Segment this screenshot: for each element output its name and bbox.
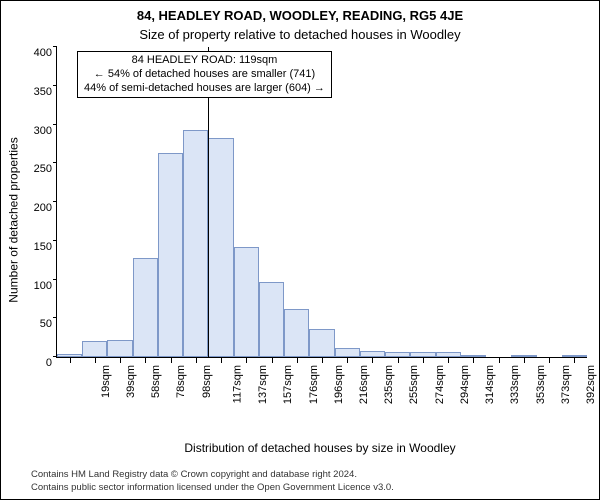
x-tick-mark <box>221 358 222 363</box>
x-tick-mark <box>524 358 525 363</box>
annotation-line3: 44% of semi-detached houses are larger (… <box>84 82 325 96</box>
x-tick-label: 373sqm <box>560 365 572 404</box>
x-tick-label: 39sqm <box>125 365 137 398</box>
x-tick-mark <box>448 358 449 363</box>
x-tick-label: 19sqm <box>100 365 112 398</box>
x-tick-mark <box>398 358 399 363</box>
x-tick-mark <box>372 358 373 363</box>
x-tick-label: 314sqm <box>484 365 496 404</box>
x-tick-mark <box>95 358 96 363</box>
y-tick-mark <box>53 201 57 202</box>
histogram-bar <box>511 355 536 357</box>
y-tick-mark <box>53 240 57 241</box>
histogram-bar <box>360 351 385 357</box>
x-axis-label: Distribution of detached houses by size … <box>51 441 589 455</box>
x-tick-label: 196sqm <box>333 365 345 404</box>
histogram-bar <box>562 355 587 357</box>
x-tick-mark <box>574 358 575 363</box>
histogram-bar <box>436 352 461 357</box>
y-tick-label: 400 <box>17 47 52 59</box>
y-tick-mark <box>53 317 57 318</box>
y-tick-mark <box>53 85 57 86</box>
histogram-bar <box>259 282 284 357</box>
plot-area: 84 HEADLEY ROAD: 119sqm ← 54% of detache… <box>56 47 587 358</box>
x-tick-mark <box>120 358 121 363</box>
y-tick-label: 300 <box>17 125 52 137</box>
y-tick-mark <box>53 46 57 47</box>
histogram-bar <box>82 341 107 357</box>
histogram-bar <box>309 329 334 357</box>
x-tick-label: 58sqm <box>150 365 162 398</box>
x-tick-label: 216sqm <box>358 365 370 404</box>
x-tick-label: 274sqm <box>434 365 446 404</box>
histogram-bar <box>107 340 132 357</box>
y-tick-label: 250 <box>17 163 52 175</box>
x-tick-label: 176sqm <box>308 365 320 404</box>
x-tick-label: 78sqm <box>175 365 187 398</box>
histogram-bar <box>335 348 360 357</box>
histogram-bar <box>234 247 259 357</box>
y-axis-label: Number of detached properties <box>7 51 21 389</box>
y-tick-label: 350 <box>17 86 52 98</box>
histogram-bar <box>208 138 233 357</box>
histogram-bar <box>461 355 486 357</box>
histogram-bar <box>133 258 158 357</box>
x-tick-mark <box>473 358 474 363</box>
annotation-line1: 84 HEADLEY ROAD: 119sqm <box>84 54 325 68</box>
histogram-bar <box>385 352 410 357</box>
histogram-bar <box>284 309 309 357</box>
x-tick-mark <box>549 358 550 363</box>
y-tick-mark <box>53 162 57 163</box>
chart-title-subtitle: Size of property relative to detached ho… <box>1 27 599 42</box>
x-tick-mark <box>272 358 273 363</box>
x-tick-label: 255sqm <box>409 365 421 404</box>
x-tick-label: 117sqm <box>231 365 243 403</box>
y-tick-label: 0 <box>17 357 52 369</box>
x-tick-label: 98sqm <box>201 365 213 398</box>
x-tick-mark <box>423 358 424 363</box>
attribution-footer: Contains HM Land Registry data © Crown c… <box>31 469 589 494</box>
y-tick-mark <box>53 279 57 280</box>
x-tick-mark <box>499 358 500 363</box>
x-tick-mark <box>70 358 71 363</box>
histogram-bar <box>410 352 435 357</box>
annotation-line2: ← 54% of detached houses are smaller (74… <box>84 68 325 82</box>
x-tick-label: 235sqm <box>383 365 395 404</box>
histogram-bar <box>57 354 82 357</box>
x-tick-label: 333sqm <box>510 365 522 404</box>
x-tick-mark <box>196 358 197 363</box>
histogram-bar <box>183 130 208 357</box>
footer-line1: Contains HM Land Registry data © Crown c… <box>31 469 589 481</box>
histogram-bar <box>158 153 183 357</box>
x-tick-mark <box>246 358 247 363</box>
reference-annotation: 84 HEADLEY ROAD: 119sqm ← 54% of detache… <box>77 51 332 98</box>
y-tick-label: 150 <box>17 241 52 253</box>
y-tick-label: 100 <box>17 280 52 292</box>
x-tick-label: 137sqm <box>257 365 269 404</box>
chart-container: 84, HEADLEY ROAD, WOODLEY, READING, RG5 … <box>0 0 600 500</box>
x-tick-mark <box>171 358 172 363</box>
x-tick-mark <box>145 358 146 363</box>
y-tick-mark <box>53 124 57 125</box>
y-tick-label: 200 <box>17 202 52 214</box>
chart-title-address: 84, HEADLEY ROAD, WOODLEY, READING, RG5 … <box>1 8 599 23</box>
x-tick-label: 392sqm <box>585 365 597 404</box>
x-tick-mark <box>322 358 323 363</box>
y-tick-label: 50 <box>17 318 52 330</box>
x-tick-mark <box>347 358 348 363</box>
x-tick-mark <box>297 358 298 363</box>
x-tick-label: 157sqm <box>282 365 294 404</box>
footer-line2: Contains public sector information licen… <box>31 482 589 494</box>
x-tick-label: 294sqm <box>459 365 471 404</box>
x-tick-label: 353sqm <box>535 365 547 404</box>
